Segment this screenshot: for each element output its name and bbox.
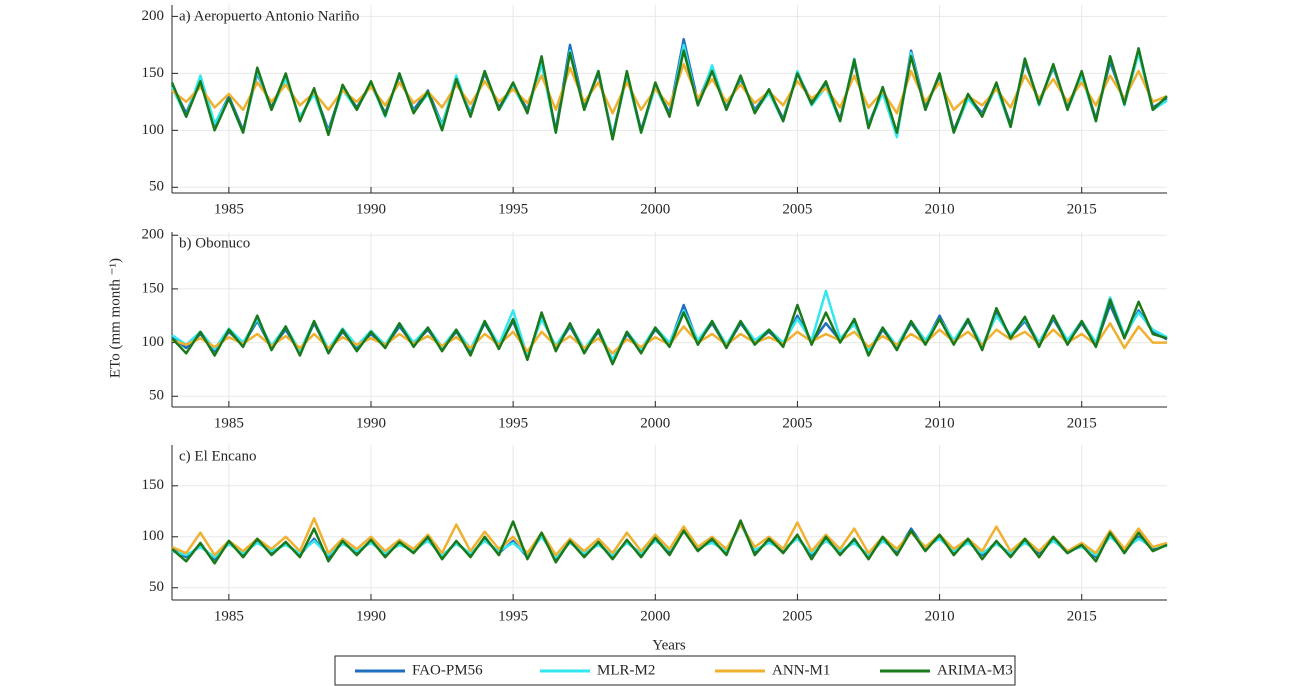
x-tick-label: 2015 bbox=[1067, 201, 1097, 217]
x-tick-label: 1985 bbox=[214, 415, 244, 431]
series-line bbox=[170, 47, 1168, 141]
x-tick-label: 2010 bbox=[925, 415, 955, 431]
y-tick-label: 50 bbox=[149, 388, 164, 404]
x-tick-label: 2005 bbox=[782, 201, 812, 217]
legend-label: ANN-M1 bbox=[772, 662, 830, 678]
x-tick-label: 2000 bbox=[640, 415, 670, 431]
y-axis-label: ETo (mm month ⁻¹) bbox=[107, 258, 123, 378]
series-line bbox=[171, 519, 1168, 565]
x-tick-label: 2015 bbox=[1067, 415, 1097, 431]
panel-title: a) Aeropuerto Antonio Nariño bbox=[179, 8, 359, 24]
legend-label: ARIMA-M3 bbox=[937, 662, 1013, 678]
x-tick-label: 2015 bbox=[1067, 608, 1097, 624]
y-tick-label: 50 bbox=[149, 179, 164, 195]
series-line bbox=[171, 298, 1168, 366]
legend-label: FAO-PM56 bbox=[412, 662, 483, 678]
x-tick-label: 2000 bbox=[640, 608, 670, 624]
y-tick-label: 100 bbox=[142, 528, 165, 544]
x-tick-label: 1990 bbox=[356, 415, 386, 431]
x-tick-label: 2010 bbox=[925, 201, 955, 217]
panel-title: b) Obonuco bbox=[179, 235, 250, 251]
y-tick-label: 100 bbox=[142, 122, 165, 138]
x-tick-label: 2005 bbox=[782, 415, 812, 431]
x-tick-label: 2010 bbox=[925, 608, 955, 624]
x-tick-label: 1995 bbox=[498, 415, 528, 431]
x-tick-label: 2005 bbox=[782, 608, 812, 624]
y-tick-label: 200 bbox=[142, 227, 165, 243]
y-tick-label: 100 bbox=[142, 334, 165, 350]
x-tick-label: 1995 bbox=[498, 201, 528, 217]
x-tick-label: 1990 bbox=[356, 201, 386, 217]
y-tick-label: 50 bbox=[149, 579, 164, 595]
x-tick-label: 2000 bbox=[640, 201, 670, 217]
legend-label: MLR-M2 bbox=[597, 662, 655, 678]
y-tick-label: 200 bbox=[142, 8, 165, 24]
y-tick-label: 150 bbox=[142, 280, 165, 296]
x-tick-label: 1985 bbox=[214, 201, 244, 217]
x-tick-label: 1995 bbox=[498, 608, 528, 624]
x-tick-label: 1985 bbox=[214, 608, 244, 624]
series-line bbox=[171, 517, 1168, 557]
panel-title: c) El Encano bbox=[179, 448, 256, 464]
y-tick-label: 150 bbox=[142, 65, 165, 81]
y-tick-label: 150 bbox=[142, 477, 165, 493]
x-axis-label: Years bbox=[652, 637, 686, 653]
x-tick-label: 1990 bbox=[356, 608, 386, 624]
